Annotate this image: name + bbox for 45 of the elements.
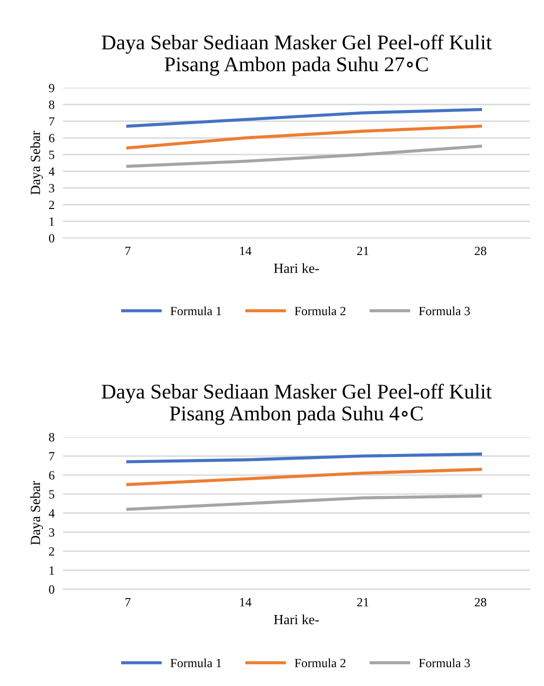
line-series: [126, 108, 482, 128]
y-tick-label: 0: [48, 585, 54, 594]
x-axis-title: Hari ke-: [274, 263, 319, 274]
legend-label: Formula 2: [294, 306, 346, 316]
y-tick-label: 4: [48, 167, 55, 176]
y-tick-label: 5: [49, 490, 54, 499]
x-tick-label: 28: [474, 598, 486, 606]
x-tick-label: 7: [125, 598, 131, 606]
legend-label: Formula 1: [170, 306, 222, 316]
chart-title: Daya Sebar Sediaan Masker Gel Peel-off Kulit Pisang Ambon pada Suhu 27∘C: [102, 34, 492, 76]
line-series: [126, 452, 482, 464]
y-tick-label: 2: [49, 200, 54, 209]
x-tick-label: 14: [240, 246, 252, 256]
chart-title: Daya Sebar Sediaan Masker Gel Peel-off Kulit Pisang Ambon pada Suhu 4∘C: [102, 384, 492, 425]
legend-label: Formula 2: [294, 658, 346, 668]
y-tick-label: 6: [49, 134, 54, 142]
legend-label: Formula 1: [170, 658, 222, 668]
y-tick-label: 0: [48, 234, 54, 242]
y-tick-label: 3: [49, 184, 54, 192]
x-axis-title: Hari ke-: [274, 614, 319, 624]
y-tick-label: 7: [49, 452, 54, 460]
x-tick-label: 21: [357, 598, 368, 606]
y-tick-label: 8: [48, 100, 54, 109]
y-tick-label: 7: [49, 117, 54, 126]
y-axis-title: Daya Sebar: [30, 130, 43, 195]
x-tick-label: 21: [357, 246, 368, 256]
line-series: [126, 144, 482, 168]
line-series: [126, 468, 482, 486]
line-series: [126, 124, 482, 150]
y-tick-label: 4: [48, 509, 55, 518]
x-tick-label: 7: [125, 246, 131, 256]
y-tick-label: 2: [49, 547, 54, 556]
y-tick-label: 8: [48, 433, 54, 442]
legend-label: Formula 3: [418, 658, 470, 668]
y-tick-label: 6: [49, 471, 54, 480]
y-tick-label: 5: [49, 150, 54, 160]
line-series: [126, 494, 482, 511]
legend-label: Formula 3: [418, 306, 470, 316]
x-tick-label: 28: [474, 246, 486, 256]
y-tick-label: 1: [50, 566, 54, 575]
y-tick-label: 1: [50, 217, 54, 226]
y-axis-title: Daya Sebar: [30, 481, 43, 545]
x-tick-label: 14: [240, 598, 252, 606]
y-tick-label: 3: [49, 528, 54, 537]
y-tick-label: 9: [48, 84, 54, 92]
